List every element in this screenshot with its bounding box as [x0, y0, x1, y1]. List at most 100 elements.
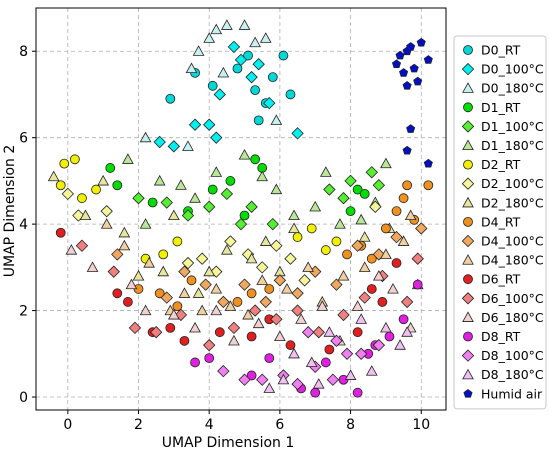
data-point: [274, 330, 286, 342]
data-point: [55, 227, 66, 238]
data-point: [250, 85, 261, 96]
data-point: [181, 256, 195, 270]
data-point: [246, 331, 257, 342]
data-point: [172, 236, 183, 247]
legend-marker: [463, 216, 473, 227]
legend-label: D8_180°C: [481, 367, 544, 382]
data-point: [210, 304, 223, 316]
data-point: [112, 180, 123, 191]
data-point: [105, 163, 116, 173]
series-17: [263, 313, 413, 393]
data-point: [91, 184, 101, 195]
data-point: [381, 223, 391, 234]
data-point: [256, 261, 269, 274]
legend-label: D6_RT: [481, 272, 521, 287]
data-point: [395, 50, 405, 60]
data-point: [238, 278, 251, 291]
data-point: [397, 235, 410, 246]
data-point: [227, 321, 241, 335]
data-point: [246, 370, 257, 381]
legend-marker: [461, 292, 475, 305]
data-point: [178, 287, 191, 298]
legend-box: [453, 35, 547, 410]
legend-label: D2_180°C: [481, 195, 544, 210]
data-point: [132, 270, 145, 281]
data-point: [167, 308, 180, 320]
data-point: [128, 321, 142, 335]
data-point: [270, 114, 283, 125]
data-point: [330, 278, 343, 291]
data-point: [415, 222, 428, 235]
data-point: [401, 326, 413, 337]
data-point: [139, 131, 152, 143]
data-point: [210, 166, 223, 177]
data-point: [323, 326, 336, 337]
x-tick-label: 10: [412, 417, 430, 433]
data-point: [157, 265, 170, 277]
data-point: [238, 19, 251, 30]
x-tick-label: 8: [346, 417, 355, 433]
legend-label: D0_180°C: [481, 81, 544, 96]
data-point: [365, 166, 378, 179]
data-point: [181, 209, 195, 222]
legend-label: D0_RT: [481, 43, 521, 58]
data-point: [358, 231, 371, 242]
legend-marker: [461, 62, 475, 76]
data-point: [189, 321, 201, 333]
legend-label: D4_RT: [481, 214, 521, 229]
data-point: [192, 287, 205, 298]
data-point: [285, 340, 296, 351]
data-point: [267, 72, 278, 83]
data-point: [312, 326, 325, 339]
data-point: [324, 344, 335, 355]
data-point: [399, 68, 409, 77]
data-point: [214, 327, 225, 338]
data-point: [234, 217, 248, 231]
data-point: [305, 356, 318, 367]
data-point: [202, 118, 216, 131]
data-point: [270, 313, 283, 326]
data-point: [359, 188, 370, 199]
data-point: [225, 176, 236, 186]
data-point: [310, 387, 321, 398]
data-point: [79, 209, 92, 221]
data-point: [221, 244, 233, 255]
legend-marker: [462, 368, 474, 380]
data-point: [377, 297, 388, 307]
data-point: [402, 145, 412, 155]
data-point: [416, 37, 426, 47]
data-point: [249, 36, 261, 48]
data-point: [259, 295, 272, 309]
data-point: [273, 274, 287, 287]
series-8: [47, 170, 396, 298]
data-point: [259, 235, 272, 246]
data-point: [331, 236, 342, 247]
data-point: [390, 230, 403, 244]
legend-label: D2_RT: [481, 157, 521, 172]
data-point: [277, 373, 290, 385]
data-point: [125, 278, 138, 290]
data-point: [400, 295, 414, 309]
legend-marker: [463, 331, 473, 342]
data-point: [122, 153, 134, 164]
data-point: [238, 373, 251, 386]
data-point: [167, 209, 180, 221]
data-point: [319, 166, 332, 177]
data-point: [309, 200, 322, 212]
data-point: [100, 218, 113, 229]
series-10: [111, 222, 428, 309]
data-point: [189, 192, 201, 203]
data-point: [153, 135, 166, 149]
data-point: [263, 382, 276, 393]
data-point: [291, 287, 304, 300]
data-point: [285, 89, 296, 100]
data-point: [253, 115, 264, 126]
data-point: [122, 297, 133, 307]
data-point: [147, 197, 158, 208]
data-point: [221, 19, 233, 30]
data-point: [292, 232, 303, 242]
series-13: [75, 239, 424, 352]
data-point: [423, 180, 434, 191]
data-point: [302, 261, 315, 272]
data-point: [344, 369, 357, 380]
